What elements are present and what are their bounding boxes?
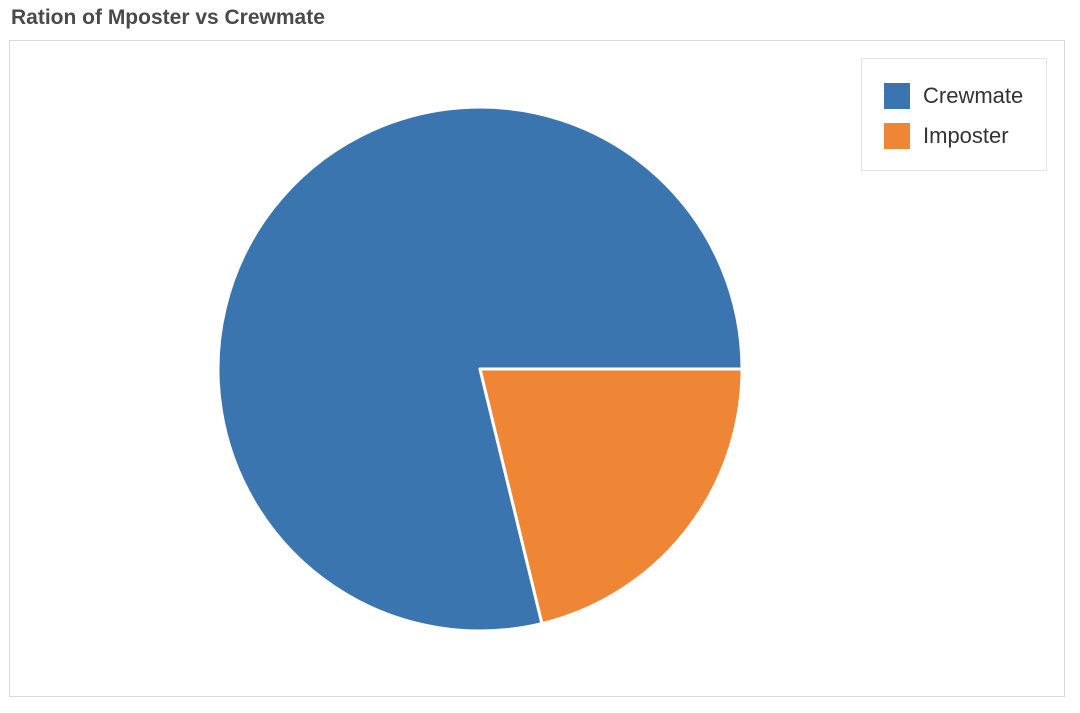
legend-label-imposter: Imposter	[923, 123, 1009, 148]
legend-swatch-imposter	[884, 123, 910, 149]
legend-swatch-crewmate	[884, 83, 910, 109]
legend-item-imposter: Imposter	[884, 123, 1009, 149]
legend-item-crewmate: Crewmate	[884, 83, 1023, 109]
chart-legend: Crewmate Imposter	[861, 58, 1047, 171]
chart-title: Ration of Mposter vs Crewmate	[11, 6, 325, 29]
legend-label-crewmate: Crewmate	[923, 83, 1024, 108]
pie-slice-imposter	[478, 367, 744, 626]
chart-panel: Crewmate Imposter	[9, 40, 1065, 697]
pie-chart	[216, 105, 744, 633]
